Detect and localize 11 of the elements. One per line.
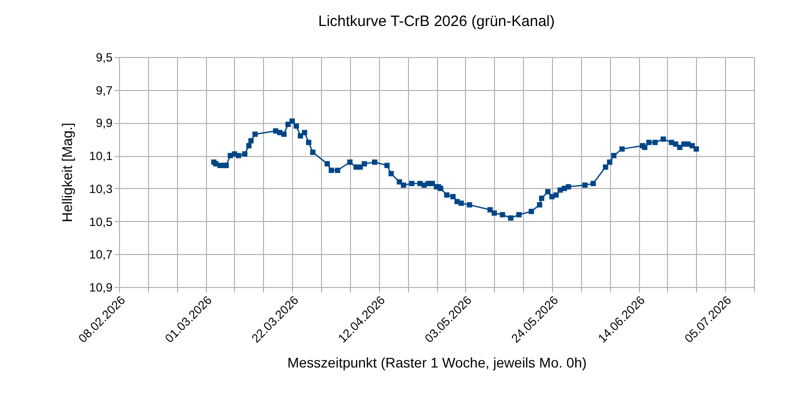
y-tick-label: 10,9 — [89, 280, 113, 294]
y-tick-label: 10,5 — [89, 214, 113, 229]
y-tick-label: 10,1 — [89, 149, 113, 164]
y-tick-label: 9,7 — [96, 83, 113, 98]
y-tick-label: 9,9 — [96, 116, 113, 130]
y-axis-title: Helligkeit [Mag.] — [59, 122, 76, 222]
y-tick-label: 9,5 — [96, 50, 113, 64]
x-axis-title: Messzeitpunkt (Raster 1 Woche, jeweils Mo. 0h) — [287, 354, 587, 371]
chart-title: Lichtkurve T-CrB 2026 (grün-Kanal) — [318, 13, 555, 30]
y-tick-label: 10,7 — [89, 248, 113, 262]
y-tick-label: 10,3 — [89, 182, 113, 196]
